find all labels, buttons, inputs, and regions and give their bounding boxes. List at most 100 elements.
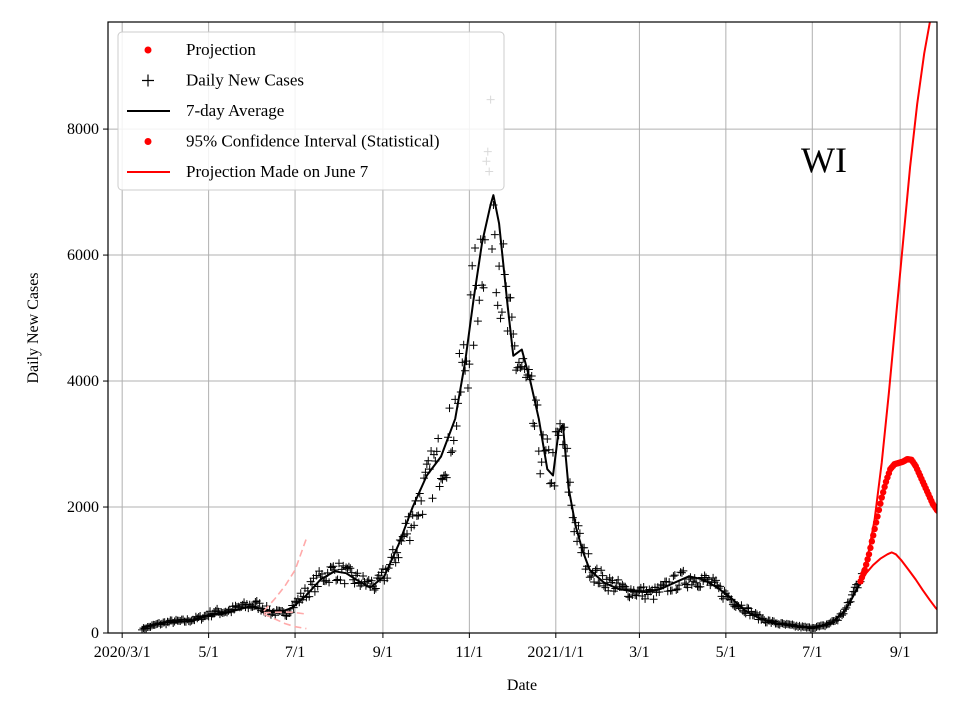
daily-case-marker	[405, 536, 414, 545]
daily-case-marker	[422, 460, 431, 469]
daily-case-marker	[475, 296, 484, 305]
daily-case-marker	[452, 422, 461, 431]
daily-case-marker	[670, 571, 679, 580]
daily-case-marker	[673, 584, 682, 593]
daily-case-marker	[334, 559, 343, 568]
daily-case-marker	[424, 456, 433, 465]
series-earlier-projection-band-mid	[263, 611, 307, 615]
daily-case-marker	[719, 594, 728, 603]
projection-dot	[877, 500, 884, 507]
daily-case-marker	[350, 579, 359, 588]
daily-case-marker	[679, 566, 688, 575]
daily-case-marker	[468, 261, 477, 270]
legend-label: Projection Made on June 7	[186, 162, 369, 181]
daily-case-marker	[330, 566, 339, 575]
daily-case-marker	[418, 510, 427, 519]
daily-case-marker	[587, 572, 596, 581]
daily-case-marker	[312, 571, 321, 580]
daily-case-marker	[351, 571, 360, 580]
daily-case-marker	[465, 360, 474, 369]
x-tick-label: 5/1	[716, 644, 736, 661]
legend-marker-dot	[144, 46, 152, 54]
x-tick-label: 2021/1/1	[527, 644, 584, 661]
x-tick-label: 5/1	[198, 644, 218, 661]
daily-case-marker	[371, 584, 380, 593]
daily-case-marker	[514, 358, 523, 367]
data-layer	[138, 22, 937, 633]
daily-case-marker	[696, 582, 705, 591]
daily-case-marker	[680, 579, 689, 588]
daily-case-marker	[336, 576, 345, 585]
daily-case-marker	[537, 458, 546, 467]
daily-case-marker	[687, 580, 696, 589]
daily-case-marker	[370, 586, 379, 595]
projection-dot	[881, 483, 888, 491]
daily-case-marker	[493, 301, 502, 310]
daily-case-marker	[598, 571, 607, 580]
daily-case-marker	[403, 529, 412, 538]
x-tick-label: 9/1	[373, 644, 393, 661]
daily-case-marker	[344, 562, 353, 571]
daily-case-marker	[692, 578, 701, 587]
daily-case-marker	[585, 573, 594, 582]
y-tick-label: 8000	[67, 121, 99, 138]
legend-marker-plus	[142, 74, 154, 87]
legend-label: Daily New Cases	[186, 71, 304, 90]
x-tick-label: 9/1	[890, 644, 910, 661]
daily-case-marker	[597, 566, 606, 575]
y-tick-label: 0	[91, 625, 99, 642]
daily-case-marker	[308, 580, 317, 589]
daily-case-marker	[700, 571, 709, 580]
x-tick-label: 7/1	[802, 644, 822, 661]
legend-box	[117, 31, 505, 191]
daily-case-marker	[445, 404, 454, 413]
daily-case-marker	[367, 576, 376, 585]
state-annotation: WI	[801, 140, 847, 180]
daily-case-marker	[556, 419, 565, 428]
daily-case-marker	[317, 569, 326, 578]
daily-case-marker	[543, 435, 552, 444]
daily-case-marker	[675, 581, 684, 590]
series-7-day-average	[141, 194, 863, 629]
daily-case-marker	[446, 448, 455, 457]
daily-case-marker	[325, 578, 334, 587]
daily-case-marker	[677, 568, 686, 577]
y-tick-label: 6000	[67, 247, 99, 264]
series-95-confidence-interval-statistical-	[859, 22, 931, 580]
daily-case-marker	[479, 283, 488, 292]
daily-case-marker	[251, 598, 260, 607]
axes: 2020/3/1 5/1 7/1 9/1 11/1 2021/1/1 3/1 5/1 7/1 9/…	[67, 121, 910, 661]
daily-case-marker	[743, 603, 752, 612]
daily-case-marker	[546, 479, 555, 488]
daily-case-marker	[649, 595, 658, 604]
daily-case-marker	[383, 574, 392, 583]
x-axis-label: Date	[507, 677, 537, 694]
daily-case-marker	[442, 473, 451, 482]
projection-dot	[879, 489, 887, 496]
series-projection-dots	[857, 455, 937, 585]
daily-case-marker	[641, 594, 650, 603]
daily-case-marker	[590, 578, 599, 587]
daily-case-marker	[391, 558, 400, 567]
daily-case-marker	[584, 549, 593, 558]
y-tick-label: 4000	[67, 373, 99, 390]
daily-case-marker	[363, 577, 372, 586]
daily-case-marker	[410, 521, 419, 530]
daily-case-marker	[595, 579, 604, 588]
daily-case-marker	[490, 230, 499, 239]
y-axis-label: Daily New Cases	[25, 272, 42, 383]
daily-case-marker	[255, 599, 264, 608]
legend-label: 95% Confidence Interval (Statistical)	[186, 132, 440, 151]
x-tick-label: 11/1	[455, 644, 483, 661]
daily-case-marker	[340, 579, 349, 588]
daily-case-marker	[432, 447, 441, 456]
daily-case-marker	[463, 384, 472, 393]
daily-case-marker	[488, 245, 497, 254]
daily-case-marker	[412, 511, 421, 520]
daily-case-marker	[516, 363, 525, 372]
daily-case-marker	[496, 314, 505, 323]
daily-case-marker	[461, 366, 470, 375]
daily-case-marker	[459, 340, 468, 349]
daily-case-marker	[544, 445, 553, 454]
daily-case-marker	[449, 436, 458, 445]
